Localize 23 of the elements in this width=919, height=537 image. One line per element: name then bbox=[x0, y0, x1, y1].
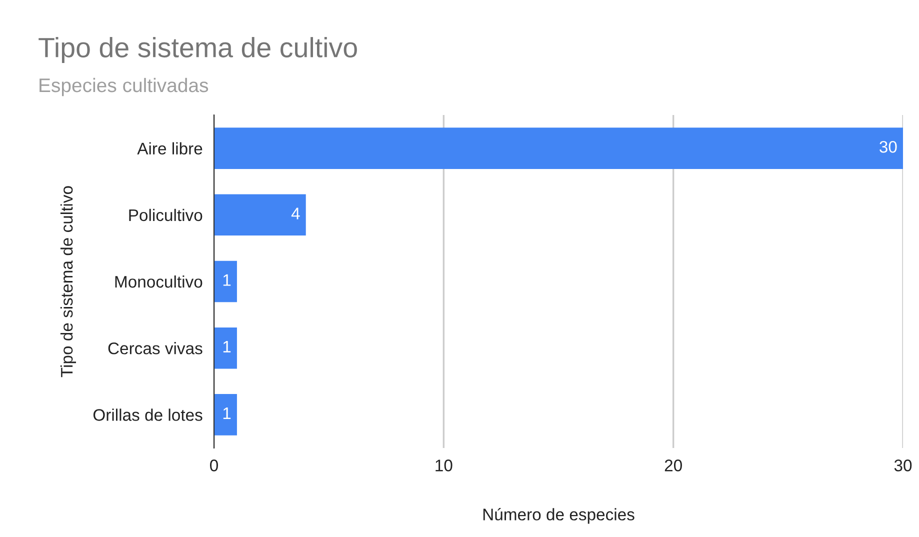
x-tick-label: 10 bbox=[436, 460, 452, 472]
y-tick-label: Policultivo bbox=[129, 208, 202, 222]
data-label: 4 bbox=[291, 208, 300, 220]
y-axis-title: Tipo de sistema de cultivo bbox=[60, 186, 76, 378]
bar bbox=[214, 260, 237, 302]
data-label: 30 bbox=[880, 140, 897, 153]
bar bbox=[214, 128, 903, 169]
x-axis-title: Número de especies bbox=[483, 508, 634, 524]
bar bbox=[214, 327, 237, 369]
bar bbox=[214, 394, 237, 436]
bar bbox=[214, 194, 306, 236]
y-tick-label: Orillas de lotes bbox=[93, 408, 202, 421]
chart-title: Tipo de sistema de cultivo bbox=[38, 37, 357, 63]
data-label: 1 bbox=[223, 340, 231, 352]
y-tick-label: Aire libre bbox=[137, 142, 202, 155]
y-tick-label: Cercas vivas bbox=[108, 342, 202, 354]
x-tick-label: 0 bbox=[210, 460, 218, 472]
chart-subtitle: Especies cultivadas bbox=[40, 78, 208, 96]
x-tick-label: 30 bbox=[894, 460, 912, 472]
x-tick-label: 20 bbox=[664, 460, 682, 472]
data-label: 1 bbox=[223, 408, 231, 420]
data-label: 1 bbox=[223, 274, 231, 286]
y-tick-label: Monocultivo bbox=[115, 275, 202, 288]
